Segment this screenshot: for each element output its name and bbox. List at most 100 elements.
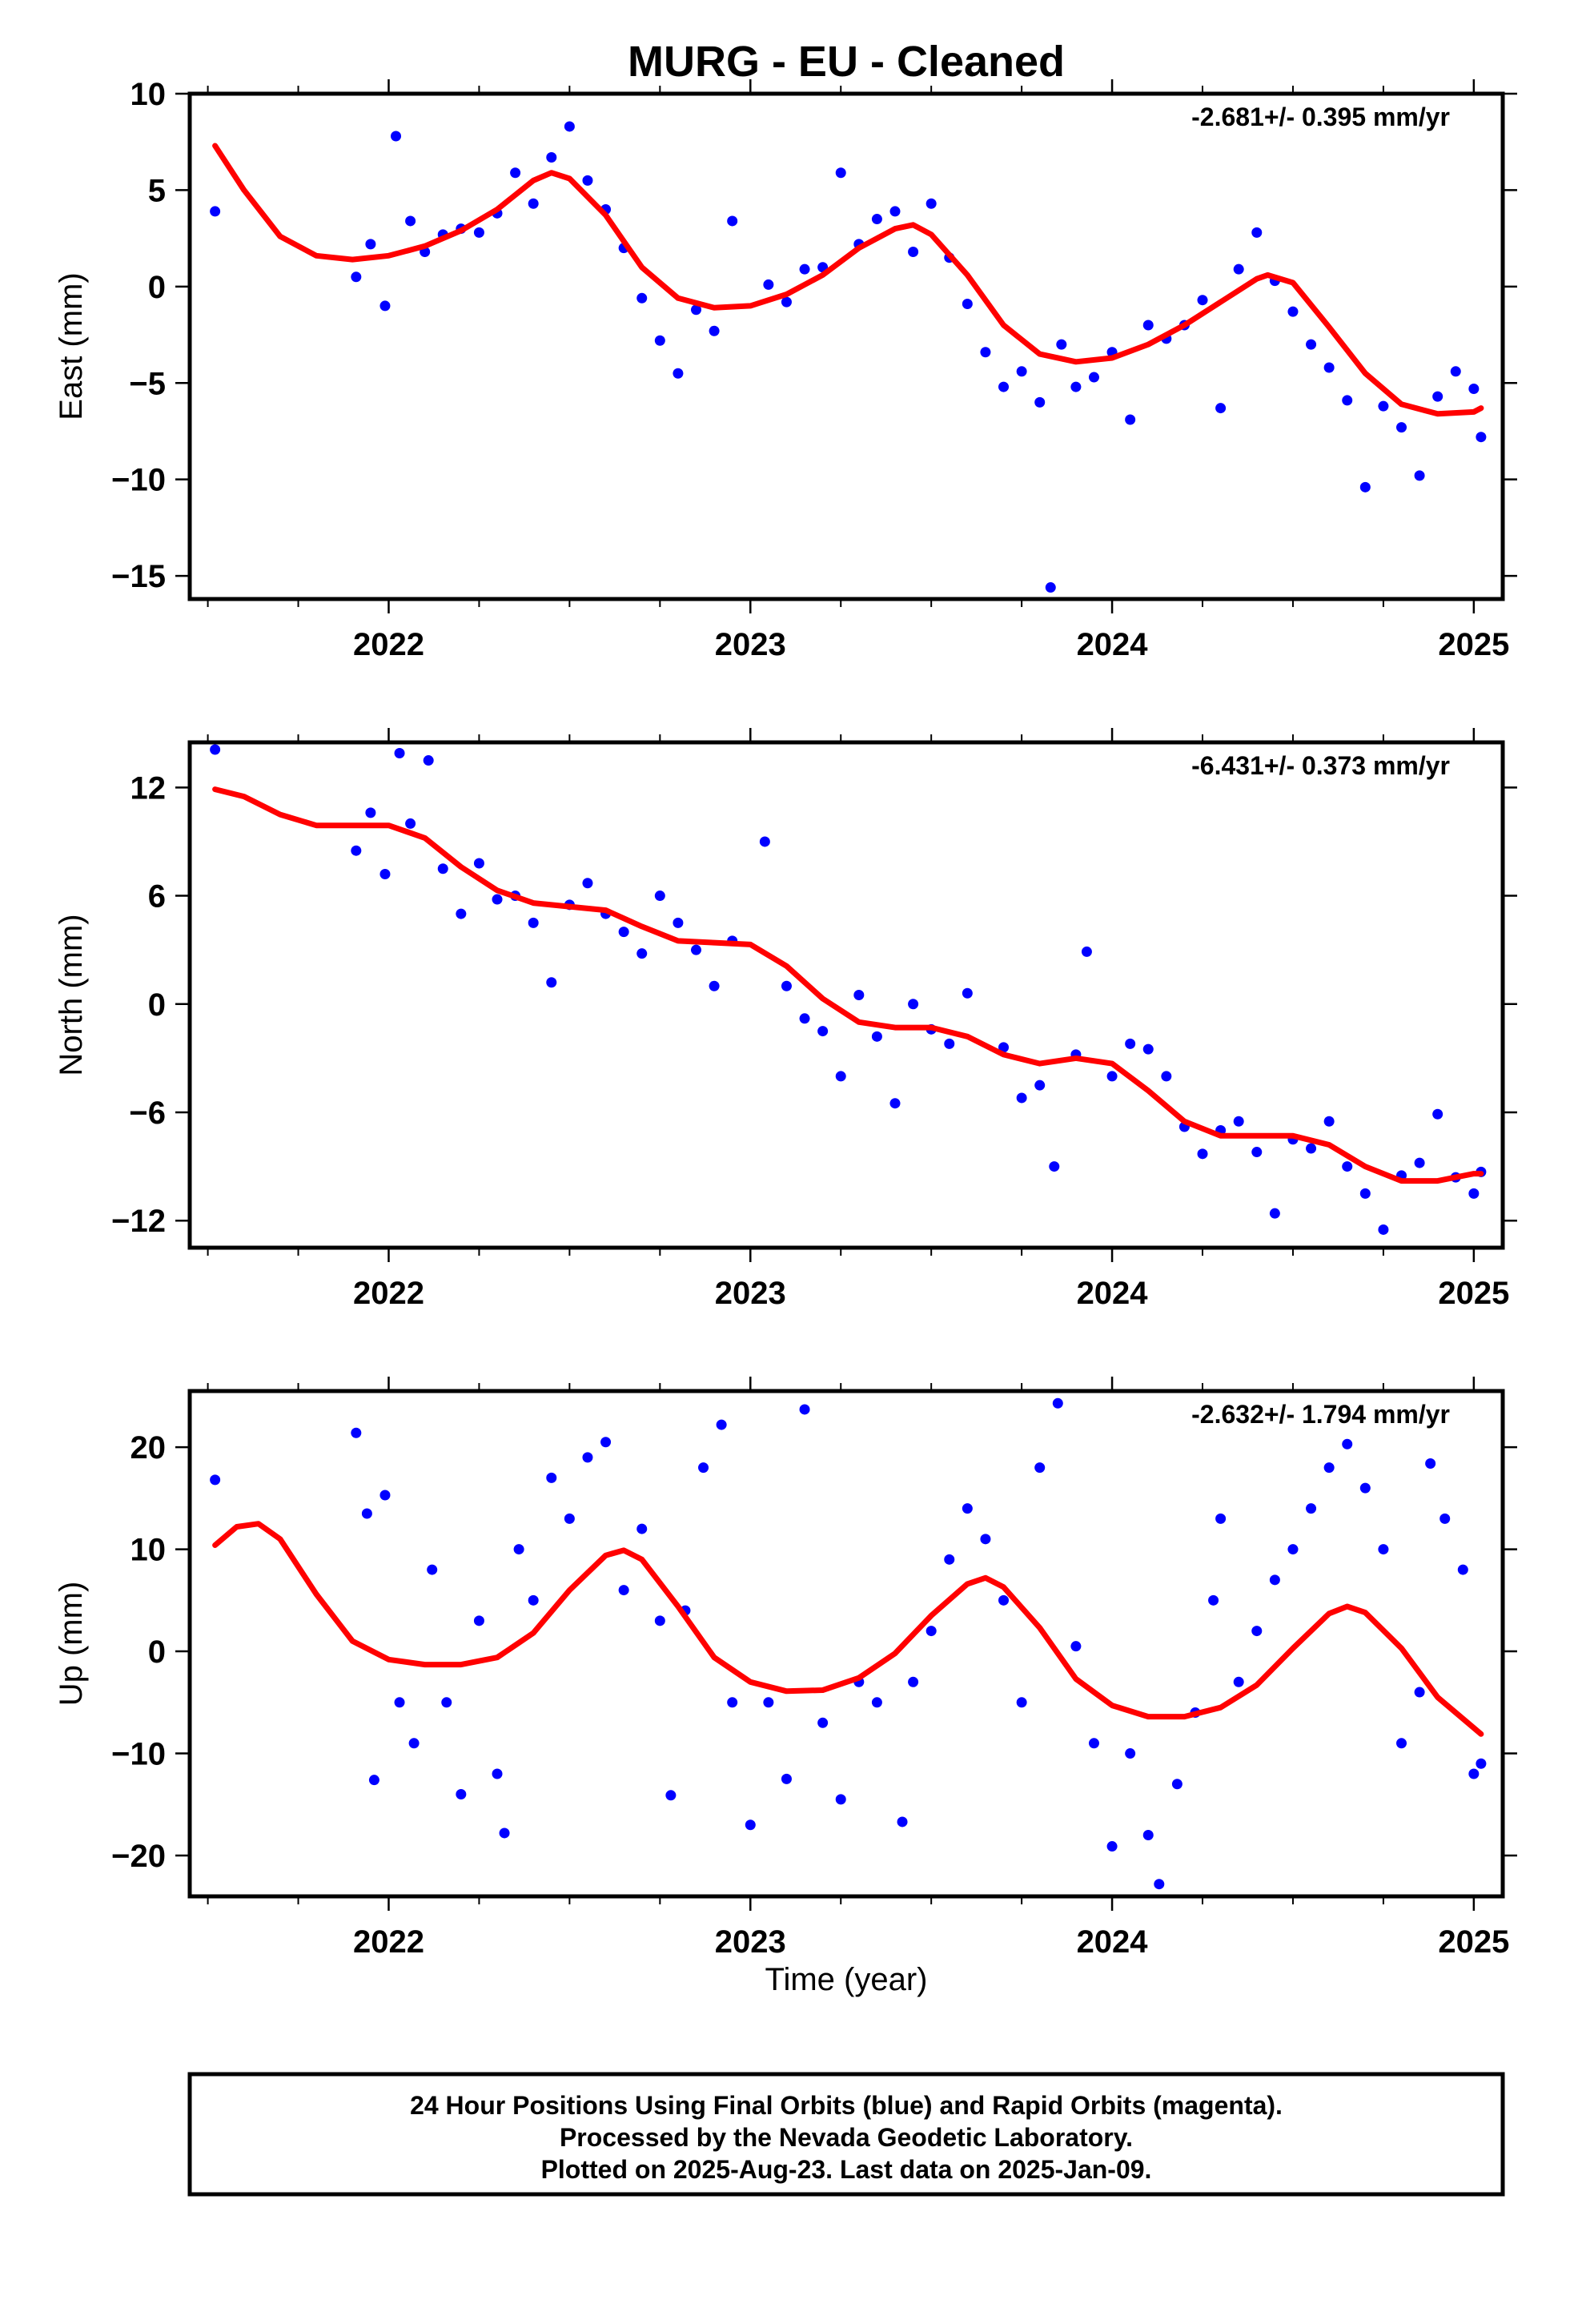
up-data-point — [456, 1789, 467, 1800]
east-data-point — [1197, 295, 1208, 306]
east-data-point — [636, 292, 648, 304]
up-data-point — [408, 1738, 420, 1749]
up-x-tick-label: 2025 — [1438, 1924, 1509, 1960]
east-data-point — [781, 296, 792, 308]
north-data-point — [908, 999, 919, 1010]
north-data-point — [709, 980, 720, 991]
north-y-tick-label: −12 — [111, 1204, 166, 1239]
up-y-tick-label: −20 — [111, 1839, 166, 1874]
north-data-point — [473, 858, 484, 869]
east-x-tick-label: 2025 — [1438, 627, 1509, 662]
east-data-point — [379, 300, 391, 312]
east-data-point — [1378, 400, 1389, 412]
north-data-point — [691, 944, 702, 955]
up-data-point — [745, 1819, 756, 1831]
north-fit-curve — [212, 786, 1484, 1184]
up-y-tick-label: 0 — [148, 1634, 166, 1670]
north-x-tick-label: 2023 — [715, 1276, 786, 1311]
east-data-point — [1287, 306, 1299, 317]
footer-box: 24 Hour Positions Using Final Orbits (bl… — [187, 2072, 1505, 2197]
up-data-point — [1106, 1841, 1118, 1852]
up-panel: 2022 2023 2024 2025 20 10 0 −10 −20 Up (mm) -2.632… — [54, 1377, 1517, 1960]
up-data-point — [1323, 1462, 1335, 1474]
north-data-point — [1197, 1148, 1208, 1160]
up-data-point — [962, 1503, 973, 1514]
north-data-point — [817, 1026, 829, 1037]
up-data-point — [1154, 1879, 1165, 1890]
up-data-point — [1287, 1544, 1299, 1555]
up-data-point — [908, 1676, 919, 1687]
north-y-axis-label: North (mm) — [54, 914, 89, 1076]
north-data-point — [1359, 1188, 1371, 1199]
up-data-point — [1395, 1738, 1407, 1749]
up-data-point — [1016, 1697, 1027, 1708]
east-data-point — [709, 325, 720, 336]
east-data-point — [727, 215, 738, 227]
east-data-point — [835, 167, 846, 179]
east-data-point — [1450, 366, 1461, 377]
east-data-point — [908, 246, 919, 257]
north-data-point — [210, 744, 221, 755]
east-data-point — [210, 206, 221, 217]
east-x-tick-label: 2022 — [353, 627, 424, 662]
east-data-point — [351, 271, 362, 283]
up-data-point — [817, 1717, 829, 1728]
east-data-point — [1016, 366, 1027, 377]
east-data-point — [1142, 320, 1154, 331]
east-data-point — [1251, 227, 1263, 238]
up-data-point — [763, 1697, 774, 1708]
east-x-tick-label: 2023 — [715, 627, 786, 662]
north-data-point — [582, 878, 593, 889]
up-data-point — [564, 1513, 575, 1524]
up-data-point — [1233, 1676, 1244, 1687]
east-y-tick-label: 10 — [130, 77, 167, 112]
north-y-tick-label: 12 — [130, 770, 167, 806]
east-data-point — [1034, 396, 1046, 408]
north-data-point — [781, 980, 792, 991]
east-data-point — [654, 335, 665, 346]
north-data-point — [944, 1038, 955, 1049]
east-data-point — [473, 227, 484, 238]
up-data-point — [944, 1554, 955, 1565]
north-data-point — [889, 1098, 901, 1109]
up-frame — [187, 1389, 1505, 1899]
north-data-point — [546, 977, 557, 988]
east-data-point — [1056, 339, 1067, 350]
up-data-point — [210, 1474, 221, 1486]
east-data-point — [1125, 414, 1136, 425]
up-data-point — [499, 1827, 510, 1839]
east-y-tick-label: 5 — [148, 173, 166, 208]
up-data-point — [665, 1790, 677, 1801]
east-frame — [187, 91, 1505, 601]
east-y-axis-label: East (mm) — [54, 272, 89, 420]
east-data-point — [1432, 391, 1443, 402]
up-data-point — [897, 1816, 908, 1827]
footer-line-2: Processed by the Nevada Geodetic Laborat… — [560, 2123, 1133, 2152]
north-x-tick-label: 2025 — [1438, 1276, 1509, 1311]
up-data-point — [1476, 1758, 1487, 1769]
up-y-tick-label: 20 — [130, 1430, 167, 1466]
up-data-point — [926, 1626, 937, 1637]
up-data-point — [1342, 1438, 1353, 1449]
north-data-point — [423, 755, 434, 766]
east-y-tick-label: −15 — [111, 559, 166, 594]
east-data-point — [1476, 432, 1487, 443]
east-data-point — [1359, 481, 1371, 493]
north-data-point — [1034, 1080, 1046, 1091]
up-data-point — [1359, 1482, 1371, 1494]
up-data-point — [1425, 1458, 1436, 1470]
up-y-tick-label: 10 — [130, 1533, 167, 1568]
north-data-point — [1342, 1161, 1353, 1172]
up-data-point — [513, 1544, 524, 1555]
east-data-point — [564, 121, 575, 132]
up-data-point — [799, 1404, 810, 1415]
up-data-point — [980, 1534, 991, 1545]
east-y-tick-label: 0 — [148, 270, 166, 305]
up-data-point — [781, 1773, 792, 1784]
up-data-point — [618, 1585, 629, 1596]
up-data-point — [351, 1427, 362, 1438]
up-data-point — [998, 1594, 1010, 1606]
up-data-point — [546, 1472, 557, 1483]
up-data-point — [1414, 1687, 1425, 1698]
east-data-point — [691, 304, 702, 316]
